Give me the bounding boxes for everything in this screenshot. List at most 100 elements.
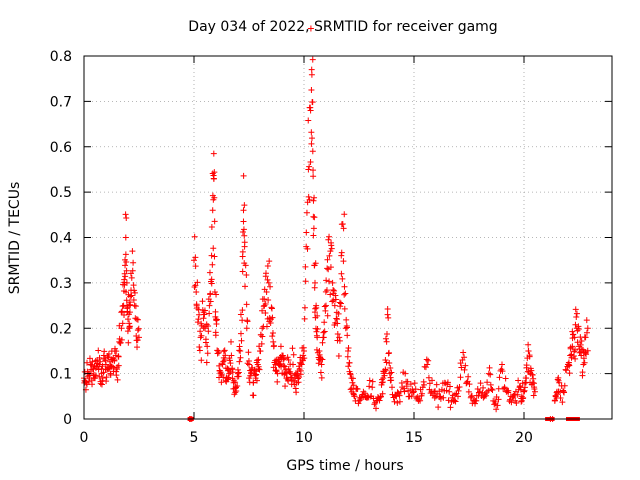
data-point [529, 372, 536, 379]
data-point [378, 376, 385, 383]
data-point [196, 344, 203, 351]
data-point [508, 399, 515, 406]
data-point [192, 263, 199, 270]
data-point [332, 292, 339, 299]
data-point [572, 306, 579, 313]
data-point [304, 245, 311, 252]
data-point [118, 309, 125, 316]
data-point [311, 284, 318, 291]
data-point [309, 56, 316, 63]
data-point [493, 406, 500, 413]
data-point [314, 312, 321, 319]
data-point [235, 369, 242, 376]
data-point [370, 395, 377, 402]
data-point [122, 262, 129, 269]
chart-title: Day 034 of 2022, SRMTID for receiver gam… [188, 19, 497, 35]
data-point [472, 400, 479, 407]
data-point [301, 315, 308, 322]
data-point [211, 218, 218, 225]
x-tick-label: 20 [515, 430, 533, 446]
data-point [197, 328, 204, 335]
data-point [303, 209, 310, 216]
data-point [241, 239, 248, 246]
data-point [457, 374, 464, 381]
data-point [440, 394, 447, 401]
data-point [377, 394, 384, 401]
data-point [239, 317, 246, 324]
data-point [295, 379, 302, 386]
data-point [332, 296, 339, 303]
data-point [226, 357, 233, 364]
data-point [318, 355, 325, 362]
data-point [86, 355, 93, 362]
data-point [282, 383, 289, 390]
data-point [555, 377, 562, 384]
data-point [307, 104, 314, 111]
data-point [236, 358, 243, 365]
data-point [389, 384, 395, 391]
data-point [383, 338, 390, 345]
data-point [581, 334, 588, 341]
data-point [444, 379, 451, 386]
data-point [460, 349, 467, 356]
data-point [119, 320, 126, 327]
data-point [308, 129, 315, 136]
data-point [210, 245, 217, 252]
data-point [379, 379, 386, 386]
data-point [433, 381, 440, 388]
data-point [258, 340, 265, 347]
data-point [338, 249, 345, 256]
y-tick-label: 0.4 [50, 231, 72, 247]
data-point [445, 397, 452, 404]
data-point [302, 278, 309, 285]
data-point [135, 325, 142, 332]
data-point [465, 388, 472, 395]
data-point [366, 383, 373, 390]
data-point [122, 251, 129, 258]
data-point [285, 365, 292, 372]
data-point [346, 359, 353, 366]
data-point [341, 283, 348, 290]
data-point [379, 390, 386, 397]
data-point [191, 233, 198, 240]
data-point [369, 384, 376, 391]
data-point [267, 283, 274, 290]
data-point [199, 298, 206, 305]
data-point [412, 386, 419, 393]
data-point [206, 302, 213, 309]
y-tick-label: 0.5 [50, 185, 72, 201]
data-point [387, 364, 394, 371]
data-point [341, 211, 348, 218]
grid [84, 56, 612, 419]
data-point [239, 268, 246, 275]
data-point [252, 372, 259, 379]
data-point [337, 303, 344, 310]
data-point [473, 397, 480, 404]
data-point [198, 357, 205, 364]
data-point [531, 386, 538, 393]
data-point [261, 296, 268, 303]
data-point [113, 372, 120, 379]
data-point [496, 374, 503, 381]
data-point [202, 336, 209, 343]
y-axis-label: SRMTID / TECUs [7, 182, 23, 295]
data-point [221, 347, 228, 354]
data-point [233, 388, 240, 395]
data-point [110, 364, 117, 371]
data-point [334, 320, 341, 327]
data-point [111, 357, 118, 364]
data-point [369, 378, 376, 385]
data-point [308, 140, 315, 147]
data-point [191, 257, 197, 264]
data-point [335, 310, 342, 317]
data-point [213, 316, 220, 323]
data-point [431, 394, 438, 401]
data-point [207, 290, 214, 297]
data-point [302, 263, 309, 270]
data-point [123, 267, 130, 274]
data-point [579, 369, 586, 376]
data-point [255, 363, 262, 370]
data-point [314, 325, 321, 332]
data-point [567, 345, 574, 352]
data-point [403, 383, 410, 390]
